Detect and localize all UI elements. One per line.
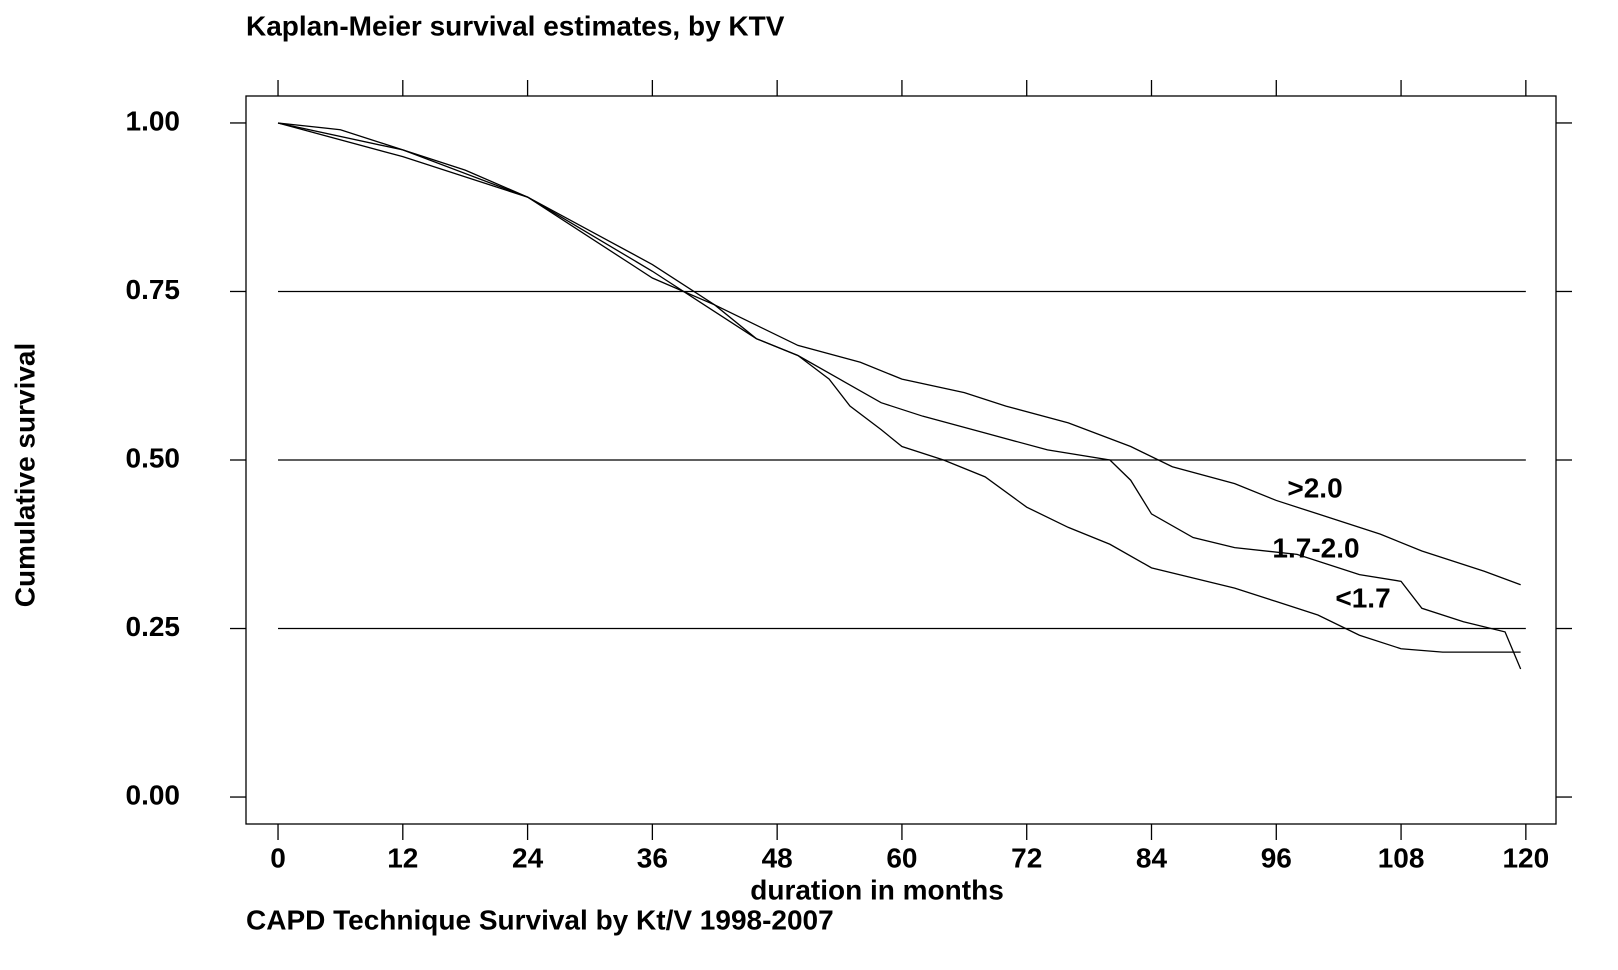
survival-curve [277, 122, 1521, 653]
series-label: >2.0 [1287, 472, 1342, 503]
y-tick-label: 0.75 [126, 274, 181, 305]
y-tick-label: 0.50 [126, 442, 181, 473]
x-tick-label: 96 [1261, 842, 1292, 873]
x-tick-label: 60 [886, 842, 917, 873]
x-tick-label: 0 [270, 842, 286, 873]
series-label: 1.7-2.0 [1272, 532, 1359, 563]
x-tick-label: 12 [387, 842, 418, 873]
caption: CAPD Technique Survival by Kt/V 1998-200… [246, 904, 834, 935]
x-tick-label: 48 [762, 842, 793, 873]
y-tick-label: 0.25 [126, 611, 181, 642]
x-tick-label: 36 [637, 842, 668, 873]
x-tick-label: 120 [1502, 842, 1549, 873]
x-tick-label: 72 [1011, 842, 1042, 873]
survival-curve [277, 122, 1521, 586]
x-tick-label: 24 [512, 842, 544, 873]
x-axis-label: duration in months [750, 874, 1004, 905]
x-tick-label: 108 [1378, 842, 1425, 873]
y-axis-label: Cumulative survival [9, 343, 40, 608]
y-tick-label: 0.00 [126, 779, 181, 810]
x-tick-label: 84 [1136, 842, 1168, 873]
chart-title: Kaplan-Meier survival estimates, by KTV [246, 10, 785, 41]
series-label: <1.7 [1335, 582, 1390, 613]
survival-curve [277, 122, 1522, 670]
y-tick-label: 1.00 [126, 105, 181, 136]
